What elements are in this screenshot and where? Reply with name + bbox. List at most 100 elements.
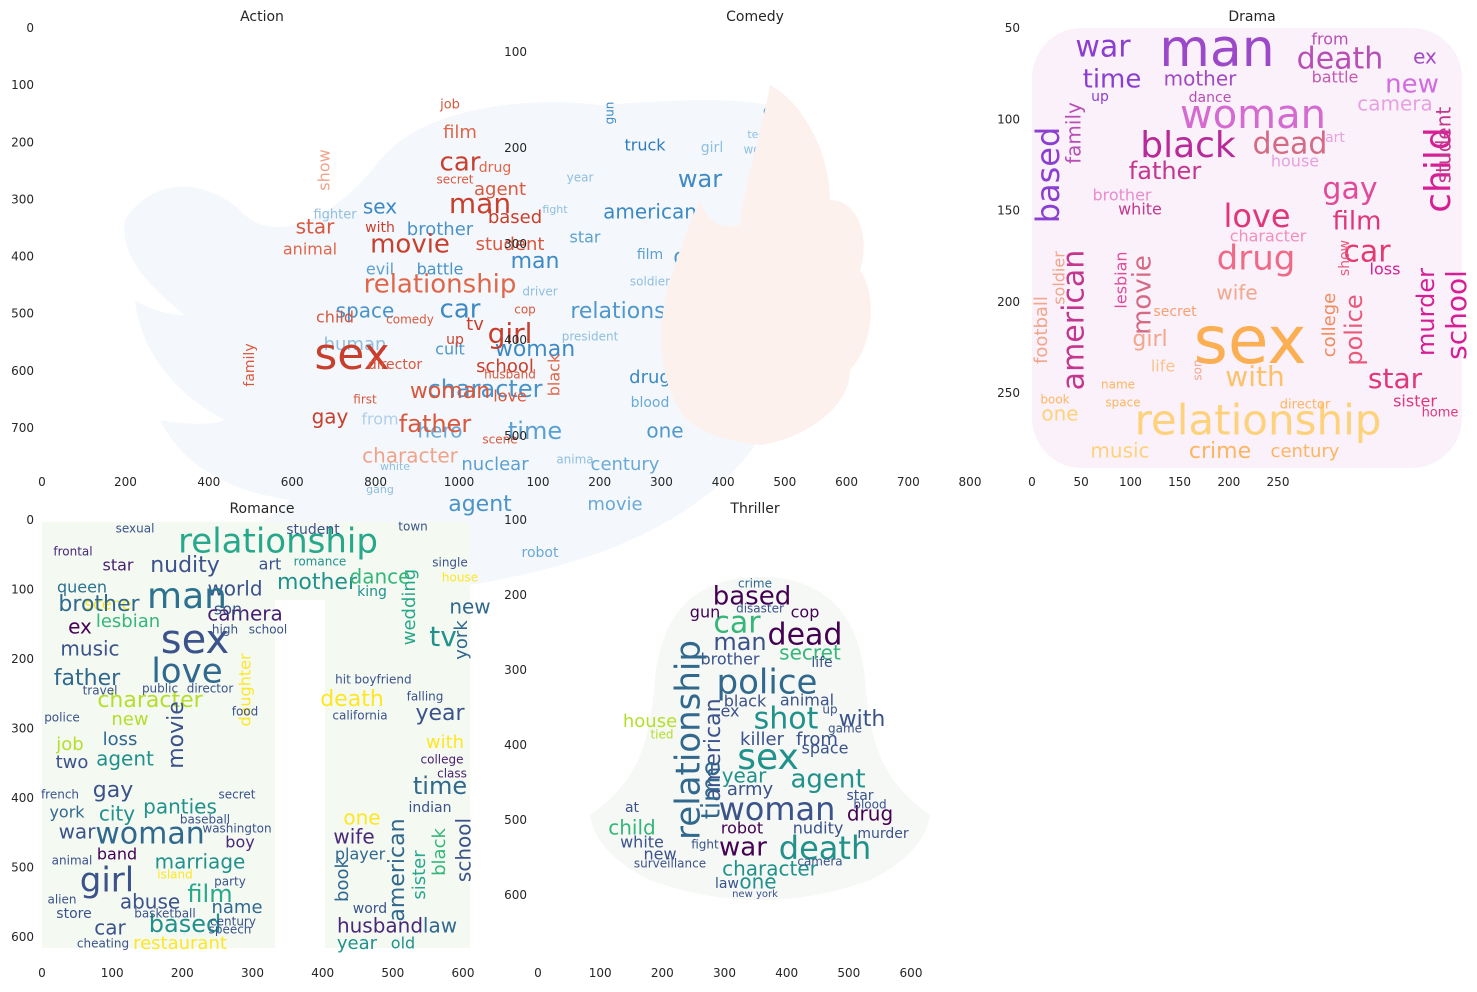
word-car: car	[94, 916, 126, 940]
word-secret: secret	[779, 641, 841, 665]
word-director: director	[1280, 398, 1331, 413]
word-evil: evil	[366, 260, 394, 279]
word-travel: travel	[83, 684, 118, 698]
y-ticks-action: 0 100 200 300 400 500 600 700	[11, 21, 34, 435]
y-tick-label: 200	[997, 295, 1020, 309]
x-tick-label: 600	[281, 475, 304, 489]
word-century: century	[210, 915, 256, 929]
word-woman: woman	[495, 337, 575, 362]
x-tick-label: 600	[900, 966, 923, 980]
word-loss: loss	[103, 729, 138, 750]
word-book: book	[332, 857, 353, 901]
word-movie: movie	[370, 230, 450, 260]
word-american: american	[1057, 250, 1092, 391]
word-surveillance: surveillance	[634, 857, 706, 871]
wordcloud-comedy: jobfilmcardrugmanagentstarmoviebasedstud…	[242, 98, 564, 468]
word-sex: sex	[161, 617, 229, 663]
x-tick-label: 100	[527, 475, 550, 489]
word-truck: truck	[624, 136, 666, 155]
word-sister: sister	[1393, 392, 1437, 411]
thriller-ghost-shape	[590, 577, 930, 900]
word-one: one	[1041, 402, 1078, 426]
word-boy: boy	[225, 833, 254, 852]
word-basketball: basketball	[134, 907, 195, 921]
word-falling: falling	[407, 690, 444, 704]
word-indian: indian	[409, 800, 452, 816]
word-son: son	[214, 600, 242, 619]
word-dead: dead	[768, 618, 843, 653]
word-father: father	[1129, 157, 1202, 185]
y-tick-label: 300	[11, 722, 34, 736]
word-robot: robot	[522, 545, 559, 561]
word-death: death	[1297, 42, 1384, 77]
word-camera: camera	[207, 602, 283, 626]
word-from: from	[796, 729, 838, 750]
word-scene: scene	[85, 595, 132, 614]
word-girl: girl	[1132, 327, 1167, 352]
word-romance: romance	[294, 555, 347, 569]
word-music: music	[60, 637, 119, 661]
word-daughter: daughter	[236, 653, 255, 727]
word-nudity: nudity	[150, 553, 220, 578]
word-character: character	[1230, 227, 1307, 246]
x-tick-label: 100	[1119, 475, 1142, 489]
word-son: son	[1191, 359, 1205, 380]
word-brother: brother	[58, 592, 140, 617]
word-dance: dance	[1189, 90, 1232, 106]
word-gun: gun	[603, 102, 617, 125]
word-battle: battle	[417, 260, 464, 279]
word-mother: mother	[1164, 67, 1238, 91]
word-from: from	[1311, 30, 1348, 49]
y-tick-label: 250	[997, 386, 1020, 400]
word-new: new	[449, 595, 490, 619]
panel-comedy: Comedy jobfilmcardrugmanagentstarmovieba…	[242, 9, 981, 489]
word-child: child	[1418, 127, 1459, 212]
word-wife: wife	[1216, 281, 1257, 305]
word-sex: sex	[314, 329, 389, 380]
word-century: century	[1271, 441, 1340, 462]
word-war: war	[719, 833, 767, 863]
word-star: star	[103, 556, 134, 575]
word-agent: agent	[790, 765, 865, 795]
word-blood: blood	[853, 798, 886, 812]
panel-title-thriller: Thriller	[729, 501, 779, 517]
word-old: old	[391, 934, 415, 953]
word-love: love	[1223, 197, 1290, 235]
word-agent: agent	[96, 747, 154, 771]
x-tick-label: 200	[171, 966, 194, 980]
romance-note-shape	[42, 522, 470, 948]
y-tick-label: 700	[11, 421, 34, 435]
word-police: police	[44, 711, 80, 725]
word-family: family	[1062, 102, 1086, 164]
word-year: year	[567, 171, 594, 185]
word-store: store	[56, 906, 91, 922]
word-comedy: comedy	[386, 313, 434, 327]
x-tick-label: 50	[1074, 475, 1089, 489]
word-killer: killer	[740, 729, 785, 750]
word-cop: cop	[514, 303, 536, 317]
word-girl: girl	[80, 861, 134, 901]
word-with: with	[839, 707, 886, 732]
word-mother: mother	[277, 570, 358, 595]
word-one: one	[739, 870, 776, 894]
x-tick-label: 500	[837, 966, 860, 980]
word-sex: sex	[1194, 302, 1307, 379]
x-tick-label: 300	[241, 966, 264, 980]
word-lesbian: lesbian	[1112, 251, 1131, 308]
panel-title-comedy: Comedy	[726, 9, 784, 25]
x-tick-label: 600	[452, 966, 475, 980]
x-tick-label: 500	[773, 475, 796, 489]
word-police: police	[717, 663, 818, 703]
word-police: police	[1340, 294, 1368, 365]
word-white: white	[1118, 200, 1162, 219]
word-relationship: relationship	[669, 640, 709, 840]
x-tick-label: 0	[1028, 475, 1036, 489]
y-ticks-drama: 50 100 150 200 250	[997, 21, 1020, 400]
x-tick-label: 200	[114, 475, 137, 489]
word-student: student	[1432, 107, 1456, 184]
word-gang: gang	[366, 483, 394, 496]
x-tick-label: 400	[775, 966, 798, 980]
y-tick-label: 100	[11, 583, 34, 597]
